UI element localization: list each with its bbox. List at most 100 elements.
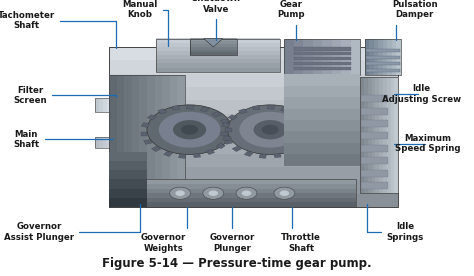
Circle shape bbox=[280, 190, 289, 196]
Bar bbox=[244, 151, 253, 156]
Bar bbox=[281, 107, 290, 112]
Bar bbox=[109, 100, 398, 114]
Text: Governor
Weights: Governor Weights bbox=[141, 207, 187, 253]
Text: Idle
Springs: Idle Springs bbox=[367, 204, 424, 242]
Bar bbox=[142, 179, 356, 207]
Bar bbox=[156, 63, 280, 68]
Bar bbox=[360, 77, 365, 193]
Bar bbox=[193, 153, 201, 158]
Bar bbox=[259, 154, 267, 158]
Bar bbox=[294, 57, 351, 60]
Bar bbox=[361, 120, 388, 127]
Bar bbox=[366, 62, 400, 65]
Bar bbox=[284, 142, 360, 154]
Bar bbox=[294, 47, 351, 51]
Bar bbox=[284, 97, 360, 109]
Circle shape bbox=[175, 190, 185, 196]
Polygon shape bbox=[204, 39, 223, 47]
Bar bbox=[109, 180, 398, 194]
Bar bbox=[115, 137, 119, 148]
Bar bbox=[156, 55, 280, 59]
Bar bbox=[109, 113, 398, 127]
Bar bbox=[117, 75, 125, 207]
Bar bbox=[222, 123, 230, 128]
Circle shape bbox=[147, 105, 232, 155]
Bar bbox=[391, 77, 395, 193]
Bar bbox=[139, 75, 147, 207]
Bar bbox=[294, 52, 351, 55]
Bar bbox=[294, 62, 351, 65]
Circle shape bbox=[209, 190, 218, 196]
Bar bbox=[156, 39, 280, 72]
Bar bbox=[306, 128, 312, 132]
Circle shape bbox=[236, 187, 257, 199]
Bar bbox=[301, 119, 310, 124]
Circle shape bbox=[181, 125, 198, 135]
Bar bbox=[109, 127, 398, 140]
Bar bbox=[206, 149, 215, 155]
Bar bbox=[379, 77, 383, 193]
Bar bbox=[190, 39, 237, 55]
Bar bbox=[109, 47, 398, 60]
Bar bbox=[142, 184, 356, 189]
Bar bbox=[223, 136, 231, 141]
Bar bbox=[172, 105, 180, 110]
Bar bbox=[109, 47, 398, 207]
Bar bbox=[190, 44, 237, 47]
Bar bbox=[361, 145, 388, 152]
Bar bbox=[110, 137, 115, 148]
Bar bbox=[369, 39, 374, 75]
Circle shape bbox=[228, 105, 313, 155]
Bar bbox=[360, 77, 398, 193]
Bar bbox=[109, 161, 147, 170]
Bar bbox=[190, 47, 237, 50]
Bar bbox=[394, 77, 399, 193]
Text: Gear
Pump: Gear Pump bbox=[278, 0, 305, 40]
Bar bbox=[99, 137, 103, 148]
Text: Filter
Screen: Filter Screen bbox=[13, 86, 116, 105]
Bar bbox=[170, 75, 178, 207]
Bar bbox=[387, 39, 392, 75]
Bar bbox=[220, 119, 229, 124]
Bar bbox=[267, 105, 275, 109]
Bar bbox=[190, 49, 237, 52]
Bar bbox=[103, 137, 107, 148]
Bar bbox=[284, 131, 360, 143]
Bar bbox=[361, 108, 388, 115]
Bar bbox=[396, 39, 401, 75]
Bar bbox=[110, 98, 115, 112]
Bar bbox=[109, 153, 398, 167]
Bar bbox=[156, 67, 280, 72]
Bar bbox=[284, 154, 360, 166]
Bar bbox=[103, 98, 107, 112]
Bar bbox=[284, 74, 360, 86]
Circle shape bbox=[242, 190, 251, 196]
Bar bbox=[375, 77, 380, 193]
Bar bbox=[284, 108, 360, 120]
Bar bbox=[284, 39, 294, 75]
Bar bbox=[372, 77, 376, 193]
Bar bbox=[294, 67, 351, 70]
Text: Pulsation
Damper: Pulsation Damper bbox=[392, 0, 438, 40]
Bar bbox=[284, 120, 360, 131]
Bar bbox=[366, 56, 400, 59]
Circle shape bbox=[203, 187, 224, 199]
Bar bbox=[228, 115, 237, 120]
Bar bbox=[364, 77, 368, 193]
Bar bbox=[303, 136, 312, 141]
Bar bbox=[178, 154, 186, 158]
Bar bbox=[286, 149, 295, 155]
Bar bbox=[109, 198, 147, 207]
Text: Tachometer
Shaft: Tachometer Shaft bbox=[0, 11, 116, 48]
Bar bbox=[387, 77, 391, 193]
Text: Figure 5-14 — Pressure-time gear pump.: Figure 5-14 — Pressure-time gear pump. bbox=[102, 258, 372, 270]
Bar bbox=[361, 132, 388, 139]
Bar bbox=[158, 109, 167, 114]
Bar bbox=[107, 98, 111, 112]
Bar bbox=[141, 132, 147, 136]
Bar bbox=[365, 39, 370, 75]
Circle shape bbox=[274, 187, 295, 199]
Bar bbox=[142, 188, 356, 193]
Bar bbox=[365, 39, 401, 75]
Bar bbox=[322, 39, 332, 75]
